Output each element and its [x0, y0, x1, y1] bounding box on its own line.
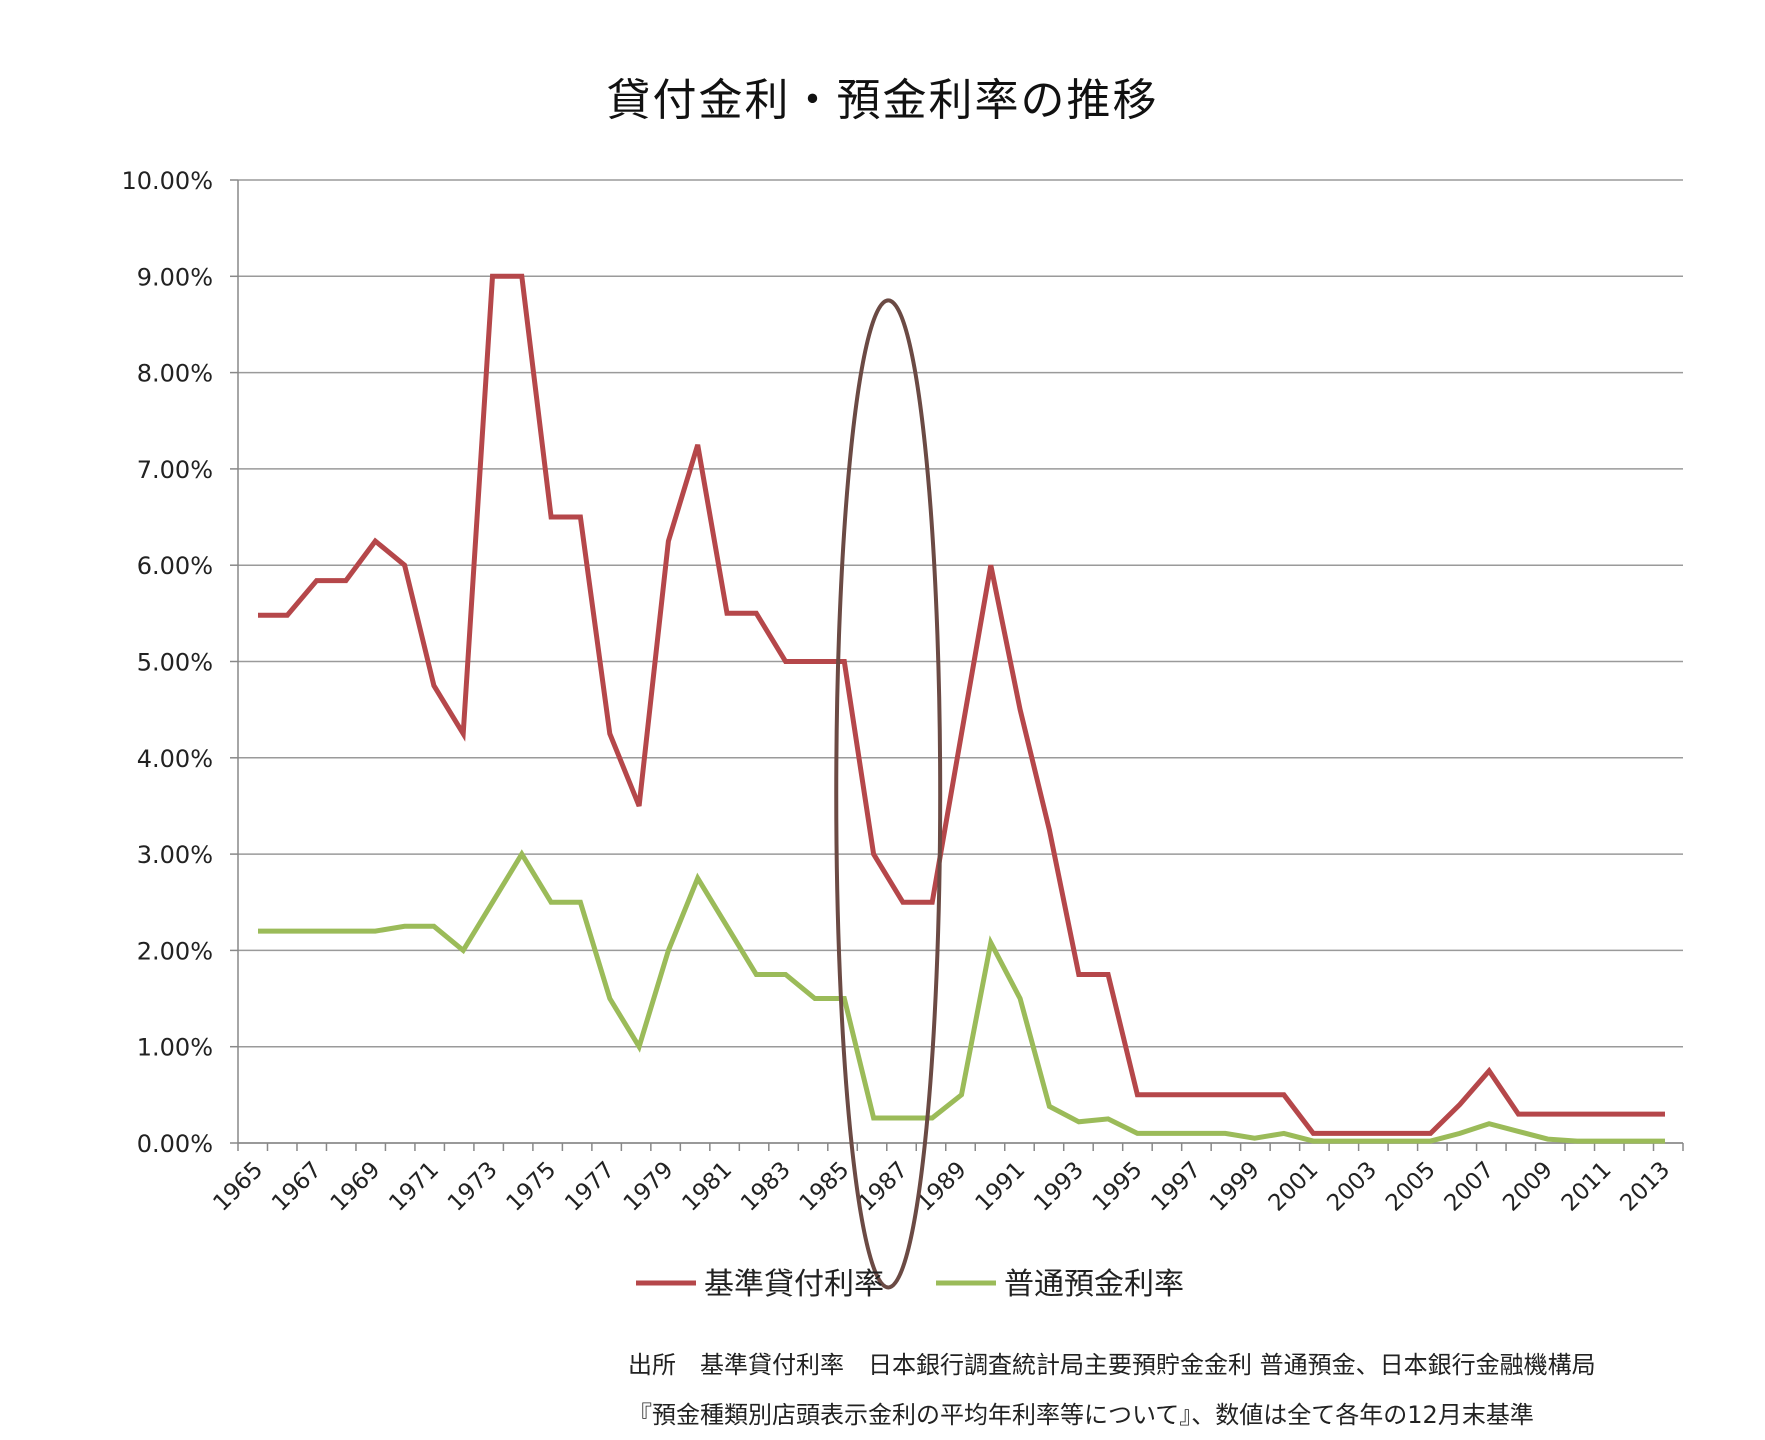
chart-title: 貸付金利・預金利率の推移: [606, 75, 1159, 126]
x-tick-label: 2009: [1498, 1157, 1558, 1217]
y-tick-label: 2.00%: [137, 937, 213, 965]
x-tick-label: 1985: [795, 1157, 855, 1217]
x-tick-label: 2007: [1440, 1157, 1500, 1217]
source-note-line1: 出所 基準貸付利率 日本銀行調査統計局主要預貯金金利 普通預金、日本銀行金融機構…: [628, 1351, 1596, 1379]
legend-label-2: 普通預金利率: [1004, 1267, 1184, 1302]
x-tick-label: 2013: [1615, 1157, 1675, 1217]
y-tick-label: 1.00%: [137, 1034, 213, 1062]
x-tick-label: 1987: [853, 1157, 913, 1217]
y-tick-label: 7.00%: [137, 456, 213, 484]
x-tick-label: 1977: [560, 1157, 620, 1217]
source-note-line2: 『預金種類別店頭表示金利の平均年利率等について』、数値は全て各年の12月末基準: [628, 1401, 1534, 1429]
x-tick-label: 1979: [619, 1157, 679, 1217]
x-tick-label: 1993: [1029, 1157, 1089, 1217]
highlight-ellipse: [834, 298, 943, 1290]
x-tick-label: 1999: [1205, 1157, 1265, 1217]
x-tick-label: 1973: [443, 1157, 503, 1217]
x-tick-label: 1965: [208, 1157, 268, 1217]
series-line-2: [258, 849, 1665, 1144]
x-tick-label: 2005: [1381, 1157, 1441, 1217]
series-line-1: [258, 273, 1665, 1136]
x-tick-label: 1975: [502, 1157, 562, 1217]
y-tick-label: 3.00%: [137, 841, 213, 869]
x-tick-label: 1971: [384, 1157, 444, 1217]
y-tick-label: 4.00%: [137, 745, 213, 773]
y-tick-label: 6.00%: [137, 552, 213, 580]
x-tick-label: 1967: [267, 1157, 327, 1217]
x-tick-label: 1983: [736, 1157, 796, 1217]
y-tick-label: 10.00%: [121, 167, 213, 195]
x-tick-label: 2003: [1322, 1157, 1382, 1217]
x-tick-label: 1981: [677, 1157, 737, 1217]
y-tick-label: 9.00%: [137, 263, 213, 291]
x-tick-label: 1991: [971, 1157, 1031, 1217]
x-tick-label: 1995: [1088, 1157, 1148, 1217]
y-tick-label: 0.00%: [137, 1130, 213, 1158]
x-tick-label: 2011: [1557, 1157, 1617, 1217]
y-tick-label: 8.00%: [137, 360, 213, 388]
x-tick-label: 1997: [1146, 1157, 1206, 1217]
y-tick-label: 5.00%: [137, 649, 213, 677]
x-tick-label: 2001: [1264, 1157, 1324, 1217]
x-tick-label: 1969: [326, 1157, 386, 1217]
legend-label-1: 基準貸付利率: [704, 1267, 884, 1302]
